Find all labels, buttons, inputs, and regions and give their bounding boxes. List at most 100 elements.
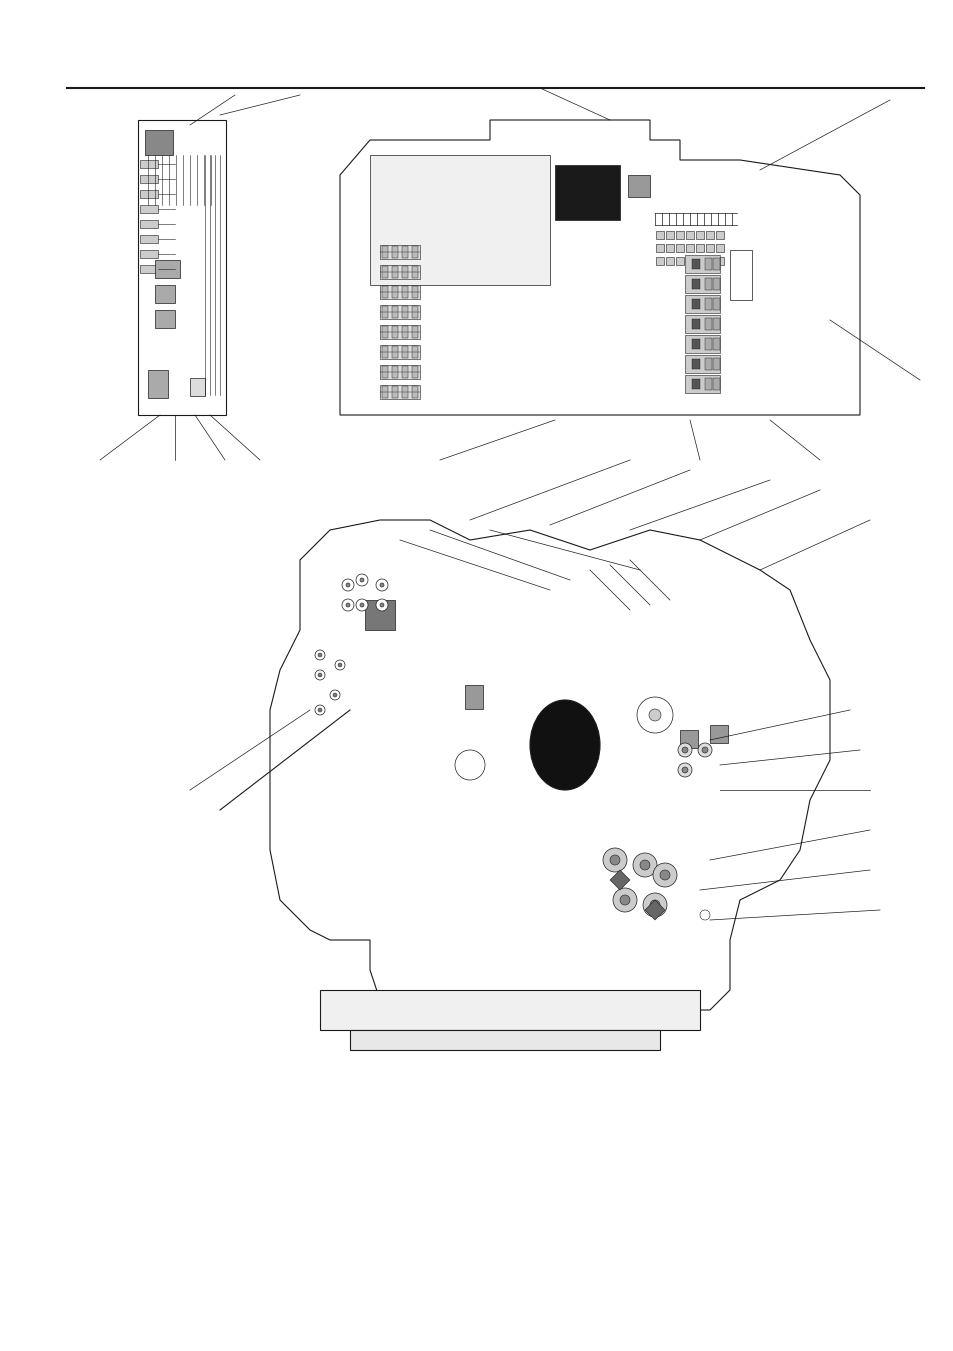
Bar — [370, 155, 550, 285]
Circle shape — [602, 848, 626, 871]
Bar — [684, 315, 720, 332]
Bar — [656, 245, 663, 253]
Bar — [381, 366, 388, 378]
Bar — [684, 355, 720, 373]
Bar — [676, 257, 683, 265]
Circle shape — [455, 750, 484, 780]
Bar — [381, 386, 388, 399]
Bar — [140, 159, 158, 168]
Circle shape — [375, 598, 388, 611]
Bar — [716, 257, 723, 265]
Bar — [138, 120, 226, 415]
Bar — [712, 338, 720, 350]
Bar — [696, 257, 703, 265]
Polygon shape — [350, 1029, 659, 1050]
Bar — [140, 220, 158, 228]
Bar — [401, 326, 408, 338]
Bar — [696, 245, 703, 253]
Circle shape — [633, 852, 657, 877]
Circle shape — [335, 661, 345, 670]
Circle shape — [701, 747, 707, 753]
Bar — [676, 245, 683, 253]
Bar — [627, 176, 649, 197]
Bar — [704, 258, 711, 270]
Bar — [691, 259, 700, 269]
Circle shape — [314, 670, 325, 680]
Circle shape — [700, 911, 709, 920]
Circle shape — [678, 763, 691, 777]
Bar — [691, 319, 700, 330]
Circle shape — [330, 690, 339, 700]
Circle shape — [609, 855, 619, 865]
Bar — [712, 278, 720, 290]
Bar — [154, 259, 180, 278]
Circle shape — [355, 574, 368, 586]
Bar — [705, 257, 713, 265]
Bar — [412, 366, 417, 378]
Bar — [716, 231, 723, 239]
Circle shape — [359, 578, 364, 582]
Bar — [401, 386, 408, 399]
Bar — [379, 365, 419, 380]
Bar — [401, 366, 408, 378]
Bar — [392, 386, 397, 399]
Circle shape — [317, 708, 322, 712]
Bar — [665, 231, 673, 239]
Bar — [684, 255, 720, 273]
Bar — [392, 305, 397, 317]
Polygon shape — [644, 900, 664, 920]
Bar — [140, 235, 158, 243]
Circle shape — [333, 693, 336, 697]
Bar — [704, 278, 711, 290]
Bar — [464, 685, 482, 709]
Bar — [685, 231, 693, 239]
Bar — [412, 346, 417, 358]
Bar — [412, 326, 417, 338]
Bar — [712, 317, 720, 330]
Circle shape — [678, 743, 691, 757]
Circle shape — [659, 870, 669, 880]
Circle shape — [346, 584, 350, 586]
Circle shape — [619, 894, 629, 905]
Circle shape — [359, 603, 364, 607]
Bar — [691, 339, 700, 349]
Bar — [379, 305, 419, 319]
Ellipse shape — [530, 700, 599, 790]
Circle shape — [379, 603, 384, 607]
Circle shape — [681, 747, 687, 753]
Bar — [704, 299, 711, 309]
Circle shape — [317, 673, 322, 677]
Bar — [392, 266, 397, 278]
Bar — [381, 286, 388, 299]
Bar — [684, 376, 720, 393]
Bar — [154, 309, 174, 328]
Bar — [656, 257, 663, 265]
Circle shape — [648, 709, 660, 721]
Bar — [148, 370, 168, 399]
Bar — [704, 317, 711, 330]
Circle shape — [341, 598, 354, 611]
Bar — [555, 165, 619, 220]
Bar — [705, 245, 713, 253]
Bar — [712, 378, 720, 390]
Circle shape — [379, 584, 384, 586]
Bar — [140, 176, 158, 182]
Circle shape — [652, 863, 677, 888]
Bar — [676, 231, 683, 239]
Bar — [685, 257, 693, 265]
Polygon shape — [270, 520, 829, 1011]
Circle shape — [346, 603, 350, 607]
Bar — [365, 600, 395, 630]
Bar — [691, 380, 700, 389]
Polygon shape — [609, 870, 629, 890]
Bar — [392, 286, 397, 299]
Bar — [684, 335, 720, 353]
Bar — [691, 299, 700, 309]
Bar — [401, 346, 408, 358]
Bar — [696, 231, 703, 239]
Bar — [656, 231, 663, 239]
Bar — [379, 326, 419, 339]
Bar — [704, 378, 711, 390]
Circle shape — [355, 598, 368, 611]
Bar — [190, 378, 205, 396]
